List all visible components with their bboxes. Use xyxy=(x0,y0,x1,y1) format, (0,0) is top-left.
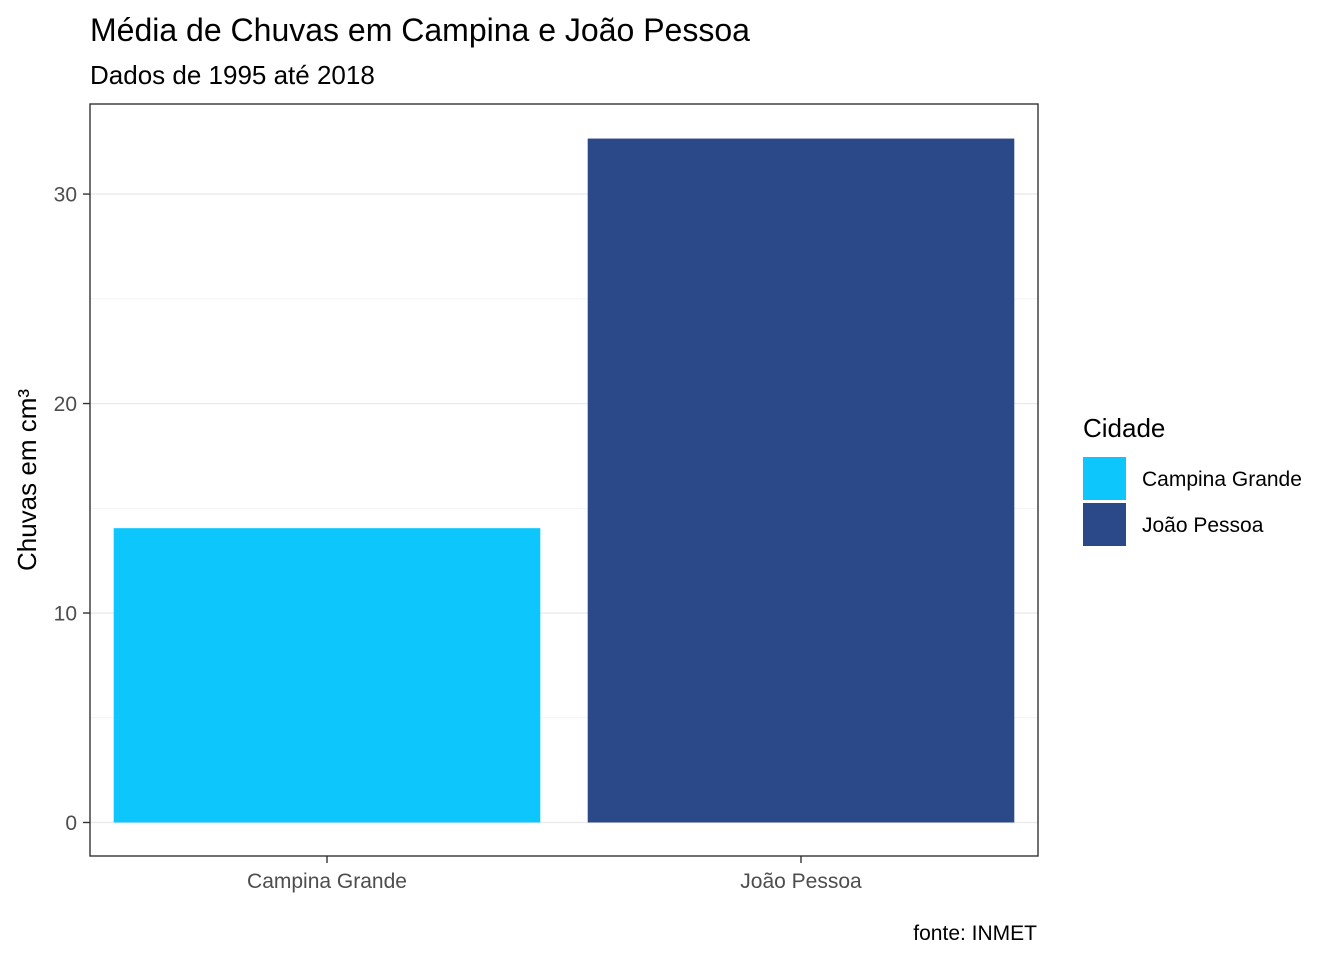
y-axis-title: Chuvas em cm³ xyxy=(12,389,42,571)
y-tick-label: 30 xyxy=(54,184,77,207)
chart-title: Média de Chuvas em Campina e João Pessoa xyxy=(90,12,750,48)
legend: Cidade Campina Grande João Pessoa xyxy=(1083,413,1302,546)
legend-label-1: Campina Grande xyxy=(1142,468,1302,491)
chart-caption: fonte: INMET xyxy=(913,922,1037,945)
legend-items: Campina Grande João Pessoa xyxy=(1083,457,1302,546)
legend-label-2: João Pessoa xyxy=(1142,514,1264,537)
plot-panel xyxy=(89,103,1039,857)
bars xyxy=(113,138,1015,823)
chart-subtitle: Dados de 1995 até 2018 xyxy=(90,60,375,90)
panel-border xyxy=(89,103,1039,857)
bar-1 xyxy=(113,528,541,823)
legend-key-1 xyxy=(1083,457,1126,500)
y-tick-label: 10 xyxy=(54,603,77,626)
y-tick-label: 20 xyxy=(54,393,77,416)
y-tick-label: 0 xyxy=(65,812,77,835)
x-tick-label: Campina Grande xyxy=(247,870,407,893)
x-tick-label: João Pessoa xyxy=(740,870,862,893)
x-axis: Campina Grande João Pessoa xyxy=(247,856,862,893)
bar-2 xyxy=(587,138,1015,823)
legend-key-2 xyxy=(1083,503,1126,546)
legend-title: Cidade xyxy=(1083,413,1165,443)
y-axis: 0 10 20 30 xyxy=(54,184,90,835)
